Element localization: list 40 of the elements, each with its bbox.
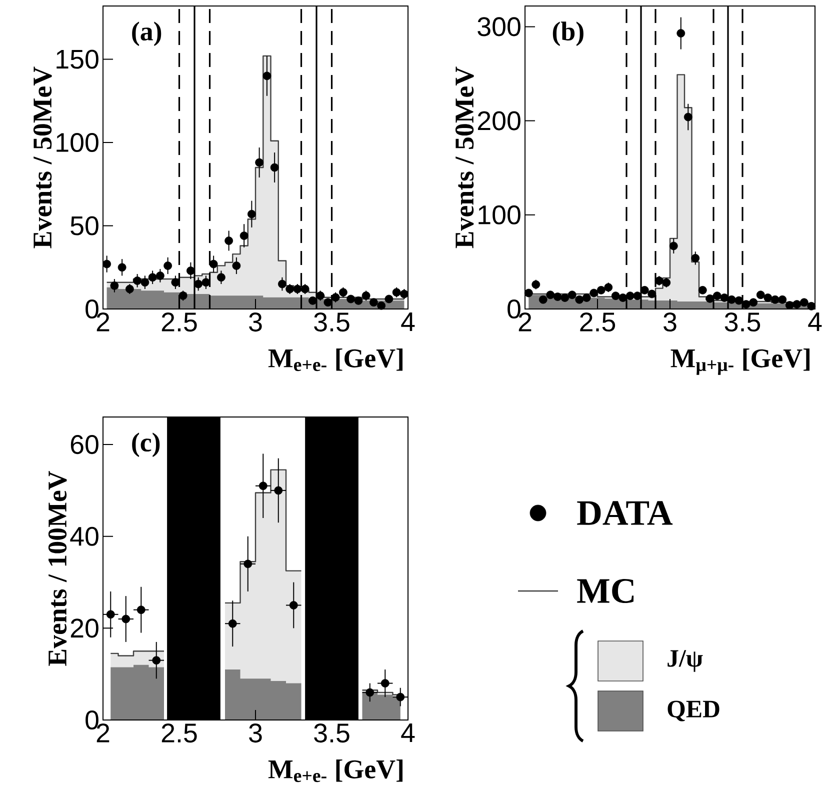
x-tick-label: 2.5 bbox=[162, 312, 197, 332]
x-tick-label: 4 bbox=[808, 312, 822, 332]
y-tick-label: 60 bbox=[70, 435, 98, 454]
x-tick-label: 2 bbox=[96, 724, 110, 742]
x-tick-label: 3 bbox=[664, 312, 676, 332]
annotation: (a) bbox=[132, 22, 162, 46]
x-tick-label: 3.5 bbox=[724, 312, 760, 332]
x-axis-title: M$_{e+e-}$ [GeV] bbox=[268, 760, 402, 782]
x-tick-label: 4 bbox=[401, 312, 415, 332]
x-tick-label: 4 bbox=[401, 724, 415, 742]
y-tick-label: 100 bbox=[478, 205, 520, 224]
y-tick-label: 50 bbox=[70, 216, 98, 236]
y-axis-title: Events / 50MeV bbox=[455, 66, 474, 248]
y-axis-title: Events / 100MeV bbox=[48, 470, 67, 666]
legend-label: DATA bbox=[577, 501, 673, 525]
y-tick-label: 0 bbox=[86, 710, 98, 730]
x-axis-title: M$_{e+e-}$ [GeV] bbox=[268, 348, 402, 372]
x-tick-label: 3 bbox=[249, 724, 262, 743]
y-tick-label: 0 bbox=[508, 299, 520, 319]
y-tick-label: 0 bbox=[86, 299, 98, 319]
x-tick-label: 3.5 bbox=[314, 312, 350, 332]
x-tick-label: 2 bbox=[96, 312, 110, 332]
y-tick-label: 300 bbox=[478, 17, 520, 36]
legend-label: J/ψ bbox=[668, 650, 703, 672]
y-tick-label: 40 bbox=[70, 526, 98, 546]
y-tick-label: 150 bbox=[56, 50, 98, 69]
y-tick-label: 20 bbox=[70, 618, 98, 638]
x-tick-label: 2.5 bbox=[162, 724, 197, 743]
y-tick-label: 100 bbox=[56, 132, 98, 152]
y-axis-title: Events / 50MeV bbox=[33, 66, 52, 248]
x-tick-label: 3.5 bbox=[314, 724, 350, 743]
legend-label: QED bbox=[668, 700, 720, 722]
y-tick-label: 200 bbox=[478, 111, 520, 130]
annotation: (b) bbox=[552, 22, 584, 46]
x-tick-label: 2 bbox=[518, 312, 532, 332]
legend-label: MC bbox=[577, 578, 634, 604]
x-tick-label: 3 bbox=[249, 312, 262, 332]
x-tick-label: 2.5 bbox=[580, 312, 616, 332]
x-axis-title: M$_{μ+μ-}$ [GeV] bbox=[670, 348, 810, 375]
annotation: (c) bbox=[132, 432, 160, 458]
